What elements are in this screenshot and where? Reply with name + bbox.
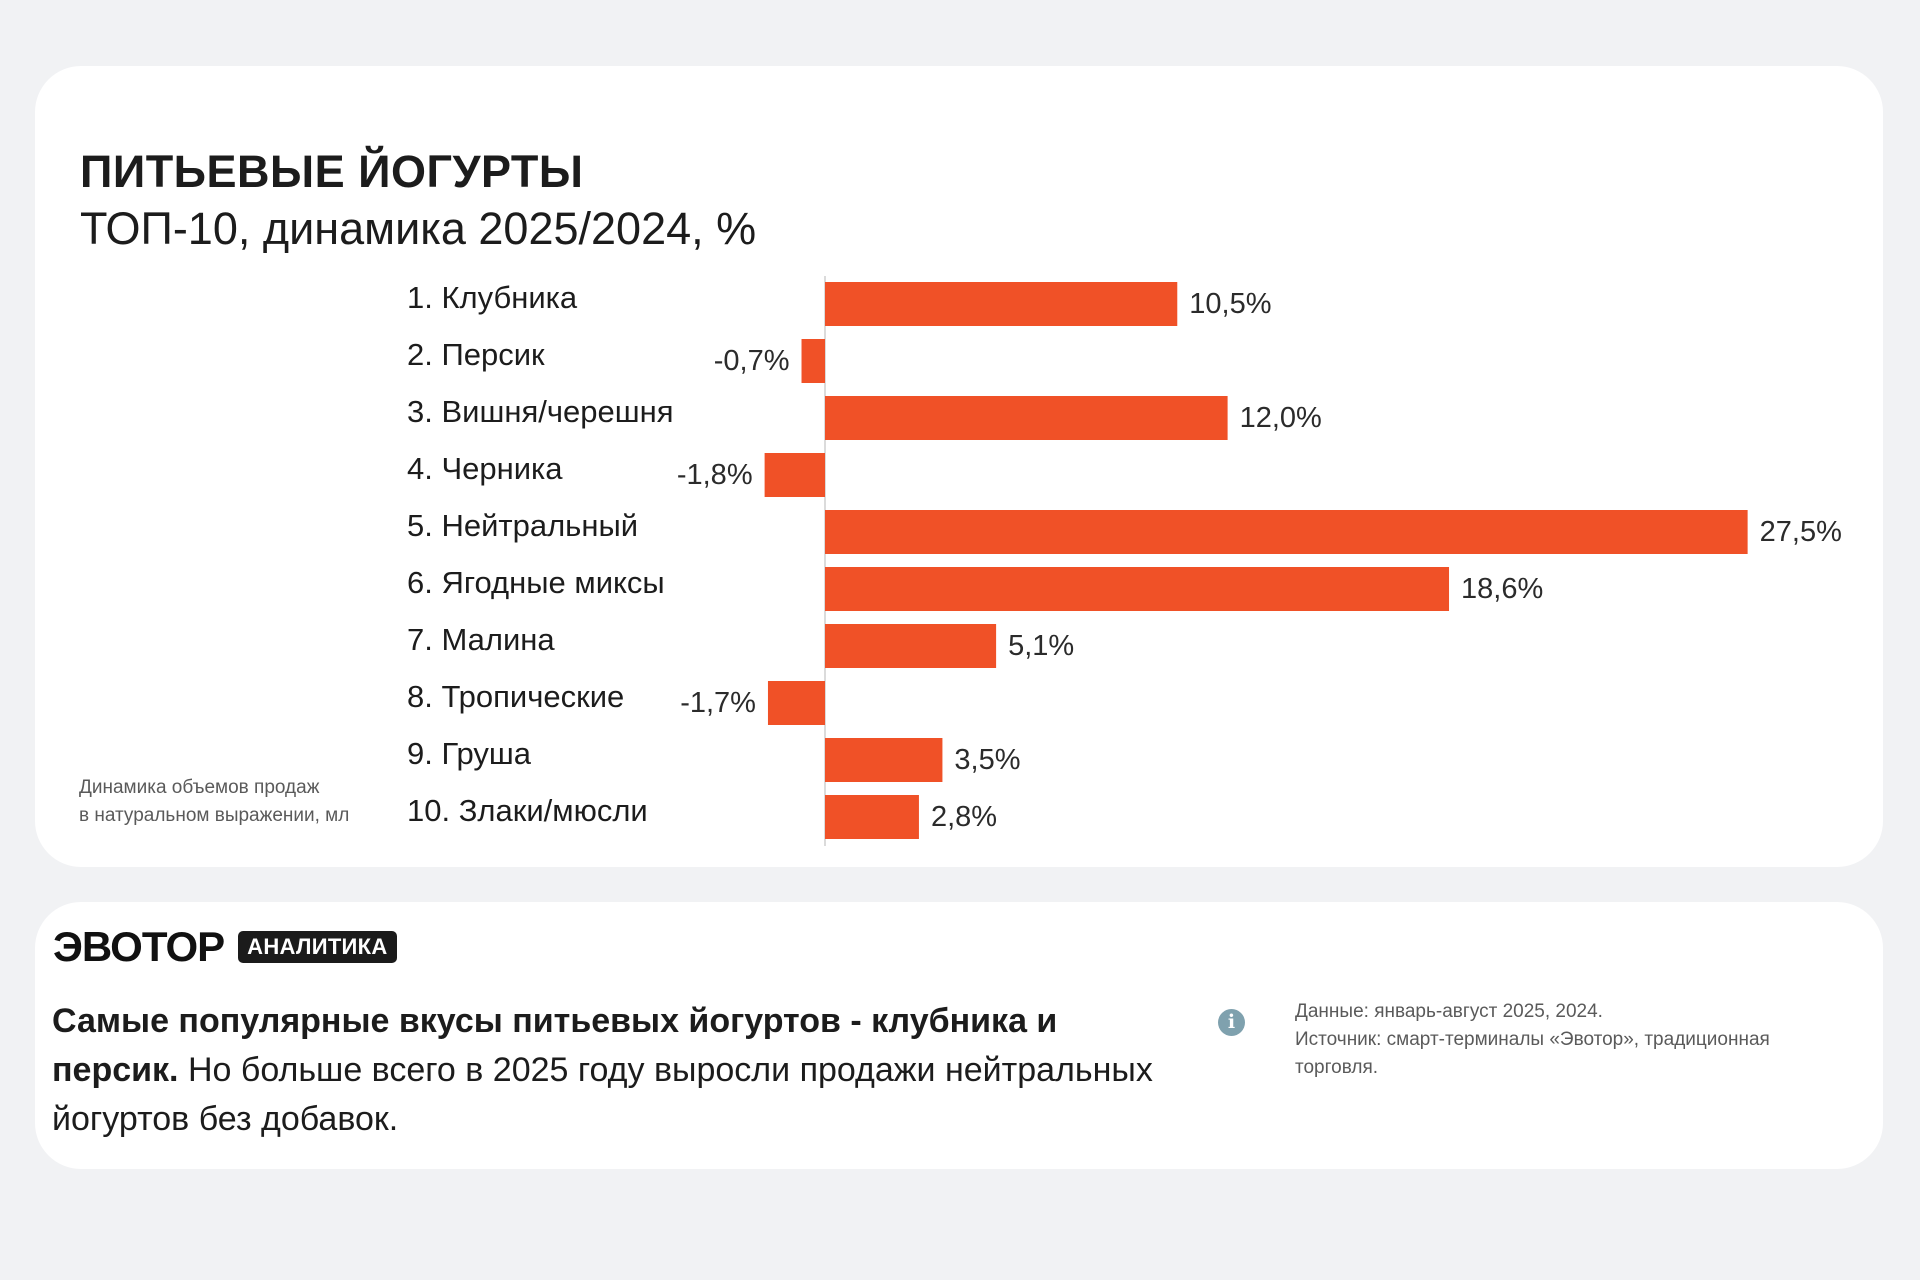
bar — [825, 510, 1748, 554]
brand-badge: АНАЛИТИКА — [238, 931, 397, 963]
category-label: 2. Персик — [407, 337, 545, 372]
source-note: Данные: январь-август 2025, 2024. Источн… — [1295, 998, 1855, 1082]
source-line-1: Данные: январь-август 2025, 2024. — [1295, 1001, 1603, 1022]
summary-bold: Самые популярные вкусы питьевых йогуртов… — [52, 1002, 1058, 1089]
bar — [825, 795, 919, 839]
bar — [825, 738, 943, 782]
category-label: 6. Ягодные миксы — [407, 565, 665, 600]
chart-title: ПИТЬЕВЫЕ ЙОГУРТЫ — [80, 146, 584, 197]
bar — [767, 681, 825, 725]
category-label: 1. Клубника — [407, 280, 578, 315]
value-label: 3,5% — [954, 744, 1020, 776]
category-label: 3. Вишня/черешня — [407, 394, 674, 429]
value-label: -1,8% — [677, 459, 753, 491]
bar — [801, 339, 825, 383]
category-label: 8. Тропические — [407, 679, 624, 714]
source-line-2: Источник: смарт-терминалы «Эвотор», трад… — [1295, 1029, 1770, 1078]
footnote-line-1: Динамика объемов продаж — [79, 777, 320, 798]
value-label: 18,6% — [1461, 573, 1543, 605]
chart-card: ПИТЬЕВЫЕ ЙОГУРТЫ ТОП-10, динамика 2025/2… — [35, 66, 1883, 867]
info-card: ЭВОТОР АНАЛИТИКА Самые популярные вкусы … — [35, 902, 1883, 1169]
value-label: -1,7% — [680, 687, 756, 719]
value-label: 27,5% — [1760, 516, 1842, 548]
value-label: 12,0% — [1240, 402, 1322, 434]
bar — [825, 567, 1450, 611]
brand-name: ЭВОТОР — [53, 923, 225, 970]
category-label: 4. Черника — [407, 451, 563, 486]
chart-subtitle: ТОП-10, динамика 2025/2024, % — [80, 203, 757, 254]
brand-logo: ЭВОТОР АНАЛИТИКА — [53, 922, 397, 972]
summary-text: Самые популярные вкусы питьевых йогуртов… — [52, 997, 1172, 1144]
bar — [825, 282, 1178, 326]
bar — [764, 453, 825, 497]
category-label: 10. Злаки/мюсли — [407, 793, 648, 828]
summary-rest: Но больше всего в 2025 году выросли прод… — [52, 1051, 1153, 1138]
value-label: -0,7% — [714, 345, 790, 377]
info-icon[interactable]: i — [1218, 1009, 1245, 1036]
category-label: 5. Нейтральный — [407, 508, 638, 543]
footnote-line-2: в натуральном выражении, мл — [79, 805, 350, 826]
bar-chart: 1. Клубника 10,5% 2. Персик -0,7% 3. Вишня/ч… — [407, 276, 1842, 846]
value-label: 5,1% — [1008, 630, 1074, 662]
value-label: 10,5% — [1189, 288, 1271, 320]
category-label: 9. Груша — [407, 736, 532, 771]
value-label: 2,8% — [931, 801, 997, 833]
category-label: 7. Малина — [407, 622, 555, 657]
bar — [825, 396, 1228, 440]
bar — [825, 624, 997, 668]
chart-footnote: Динамика объемов продаж в натуральном вы… — [79, 774, 409, 830]
